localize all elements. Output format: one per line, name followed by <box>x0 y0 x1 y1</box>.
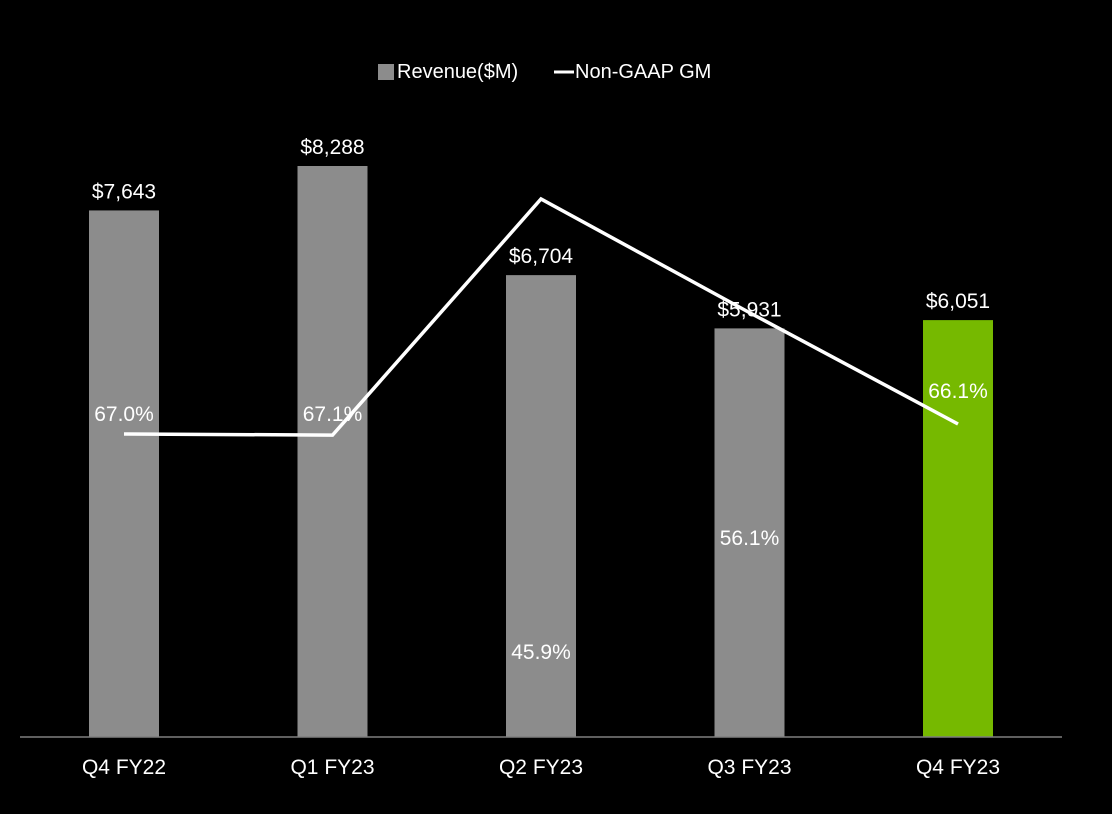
bar-value-label-3: $6,704 <box>509 245 574 268</box>
bar-value-label-5: $6,051 <box>926 290 990 313</box>
gm-value-label-5: 66.1% <box>928 380 988 403</box>
bar-2 <box>297 166 368 737</box>
bar-value-label-1: $7,643 <box>92 180 156 203</box>
bar-4 <box>714 328 785 737</box>
legend: Revenue($M) Non-GAAP GM <box>378 61 711 83</box>
gm-value-label-4: 56.1% <box>720 527 780 550</box>
legend-bar-swatch <box>378 64 394 80</box>
x-tick-label-2: Q1 FY23 <box>290 756 374 779</box>
bar-5 <box>923 320 993 737</box>
gm-value-label-2: 67.1% <box>303 403 363 426</box>
legend-revenue-label: Revenue($M) <box>397 61 518 83</box>
x-tick-label-4: Q3 FY23 <box>707 756 791 779</box>
x-tick-labels: Q4 FY22 Q1 FY23 Q2 FY23 Q3 FY23 Q4 FY23 <box>82 756 1000 779</box>
bar-1 <box>89 210 159 737</box>
bar-value-label-2: $8,288 <box>300 136 364 159</box>
bars <box>89 166 993 737</box>
x-tick-label-1: Q4 FY22 <box>82 756 166 779</box>
gm-value-label-1: 67.0% <box>94 403 154 426</box>
x-tick-label-5: Q4 FY23 <box>916 756 1000 779</box>
bar-3 <box>506 275 576 737</box>
gm-value-label-3: 45.9% <box>511 641 571 664</box>
gm-line-labels: 67.0% 67.1% 45.9% 56.1% 66.1% <box>94 198 988 664</box>
x-tick-label-3: Q2 FY23 <box>499 756 583 779</box>
legend-gm-label: Non-GAAP GM <box>575 61 711 83</box>
